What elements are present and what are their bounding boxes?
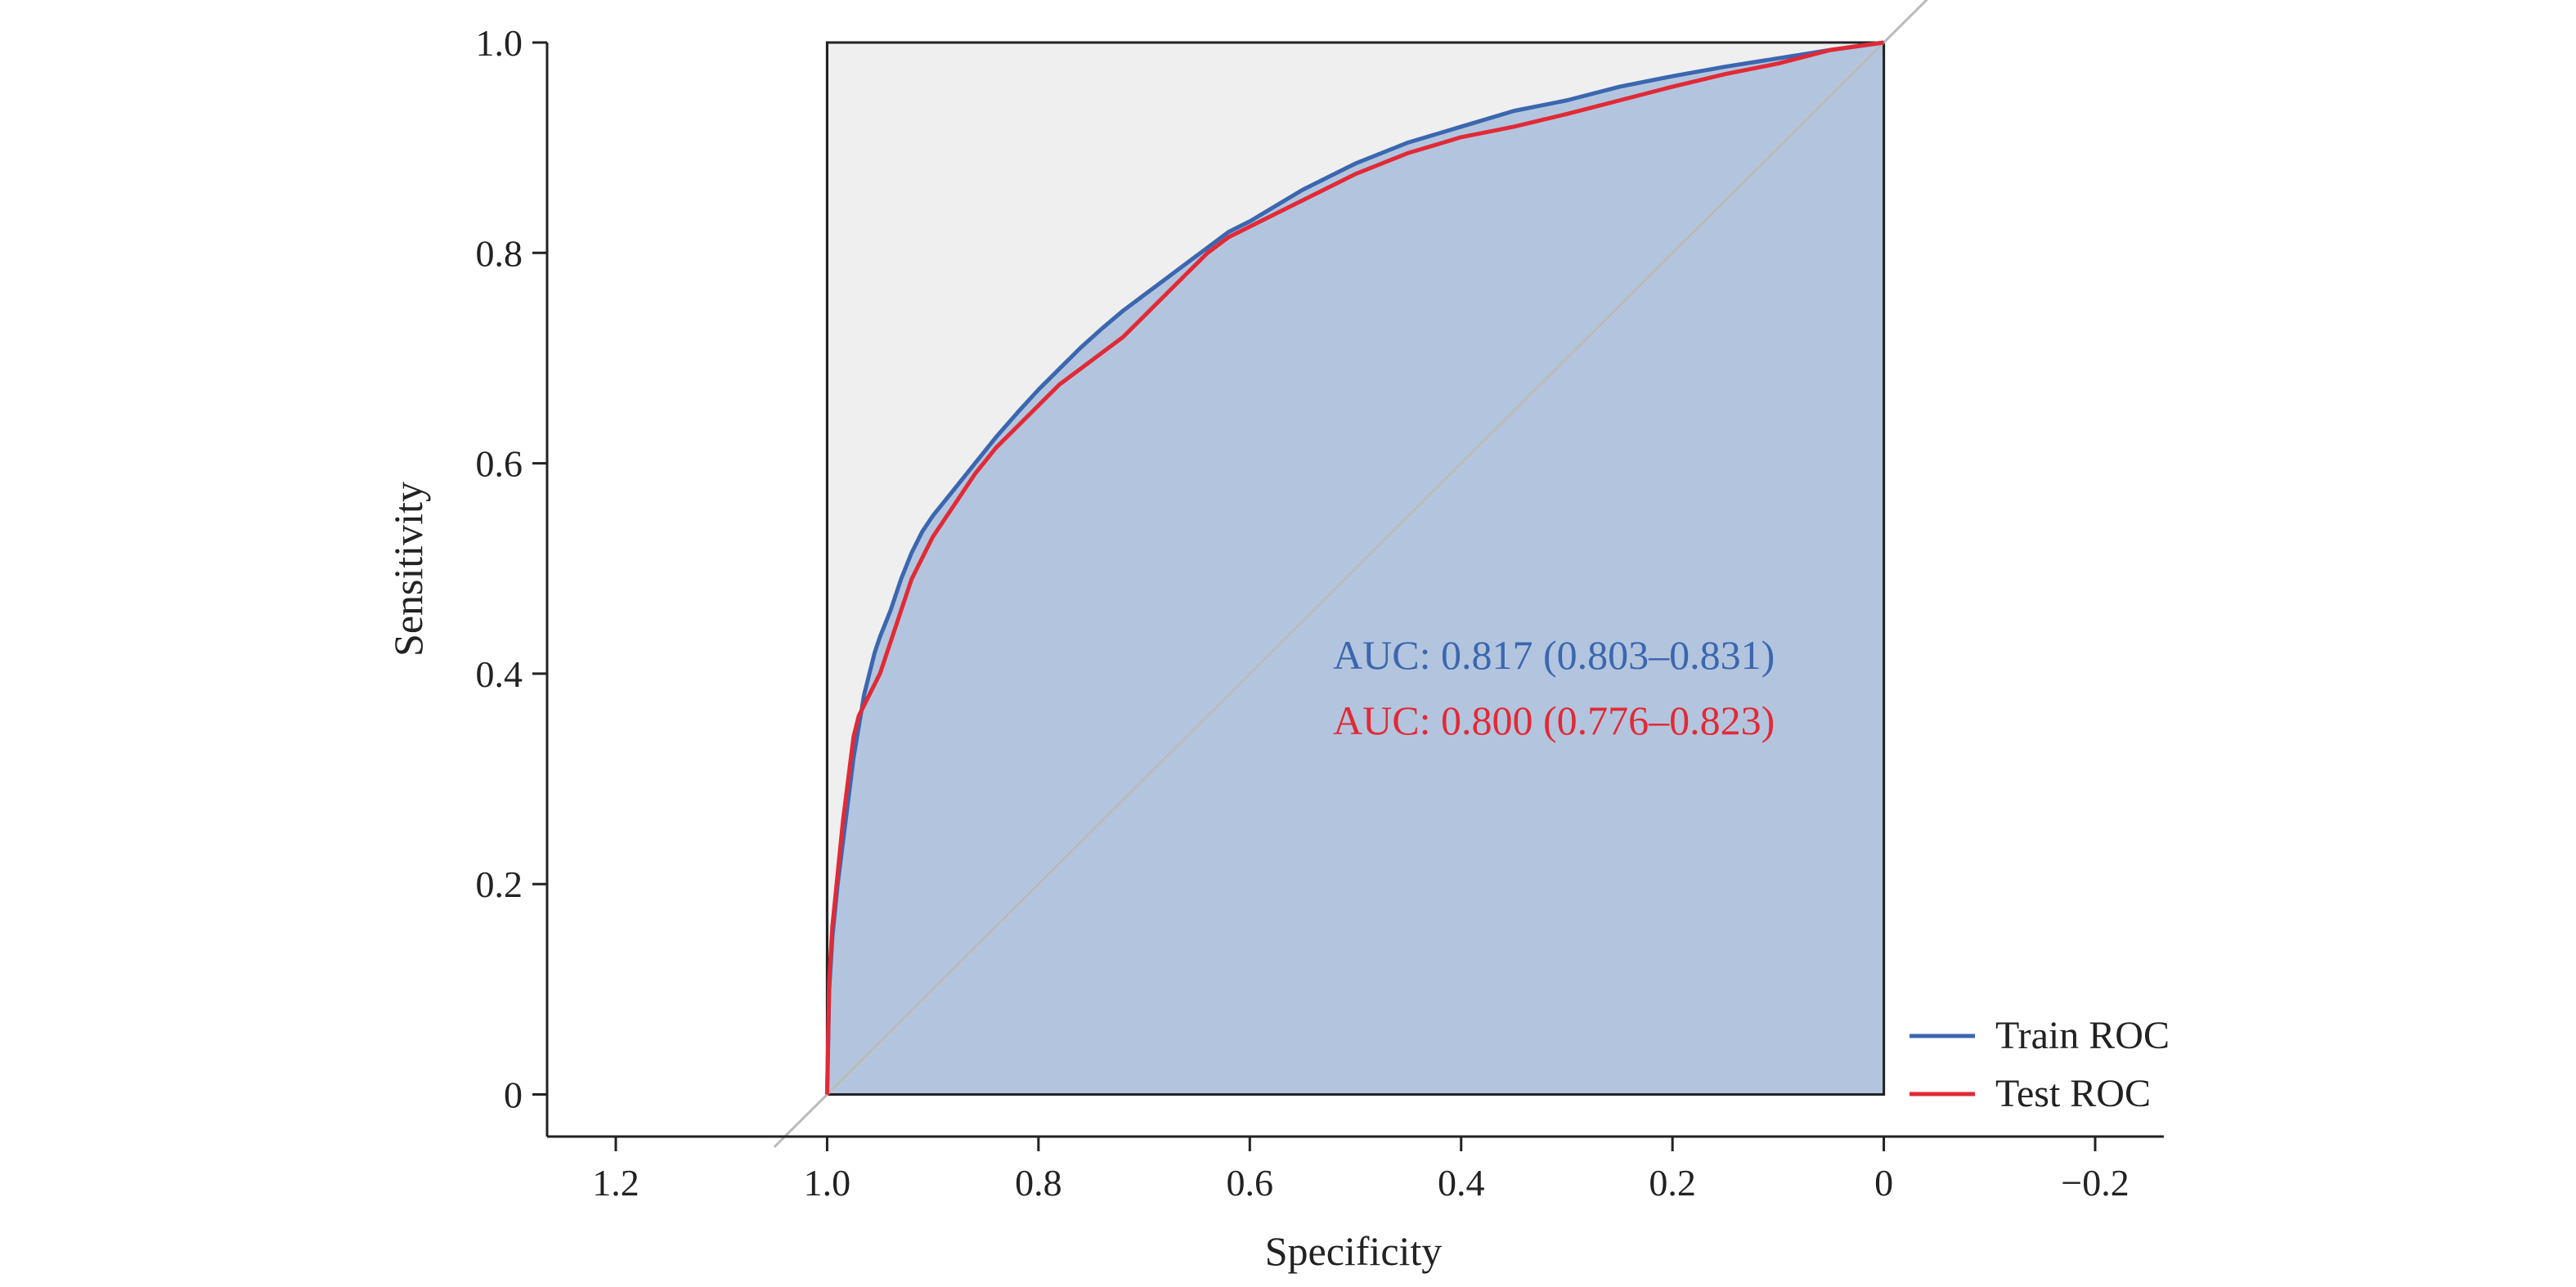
legend: Train ROC Test ROC [1910, 1014, 2170, 1115]
y-tick-label: 0.4 [476, 653, 523, 695]
y-tick-label: 1.0 [476, 22, 523, 64]
roc-line-test [824, 40, 1884, 1095]
x-tick-label: 0.4 [1438, 1162, 1485, 1204]
roc-line-train [824, 40, 1884, 1095]
auc-train-annotation: AUC: 0.817 (0.803–0.831) [1333, 632, 1775, 678]
x-ticks-group: 1.2 1.0 0.8 0.6 0.4 0.2 0 −0.2 [592, 1137, 2129, 1204]
y-axis-title: Sensitivity [385, 482, 431, 657]
axes-group [545, 43, 2164, 1138]
plot-area-frame [825, 41, 1886, 1096]
x-tick-label: 0 [1874, 1162, 1893, 1204]
x-tick-label: 1.0 [804, 1162, 851, 1204]
roc-lines-group [824, 40, 1884, 1095]
legend-label-train: Train ROC [1995, 1014, 2170, 1057]
legend-label-test: Test ROC [1995, 1072, 2151, 1115]
diagonal-reference-group [773, 0, 1928, 1148]
diagonal-reference-line [773, 0, 1928, 1148]
y-tick-label: 0.8 [476, 232, 523, 274]
auc-test-annotation: AUC: 0.800 (0.776–0.823) [1333, 697, 1775, 743]
x-tick-label: 0.6 [1227, 1162, 1274, 1204]
x-tick-label: 1.2 [592, 1162, 640, 1204]
x-tick-label: −0.2 [2061, 1162, 2129, 1204]
y-tick-label: 0.2 [476, 863, 523, 905]
y-tick-label: 0.6 [476, 443, 523, 485]
y-ticks-group: 0 0.2 0.4 0.6 0.8 1.0 [476, 22, 547, 1116]
x-tick-label: 0.2 [1649, 1162, 1696, 1204]
y-tick-label: 0 [504, 1074, 523, 1116]
x-axis-title: Specificity [1265, 1228, 1443, 1274]
x-tick-label: 0.8 [1015, 1162, 1062, 1204]
